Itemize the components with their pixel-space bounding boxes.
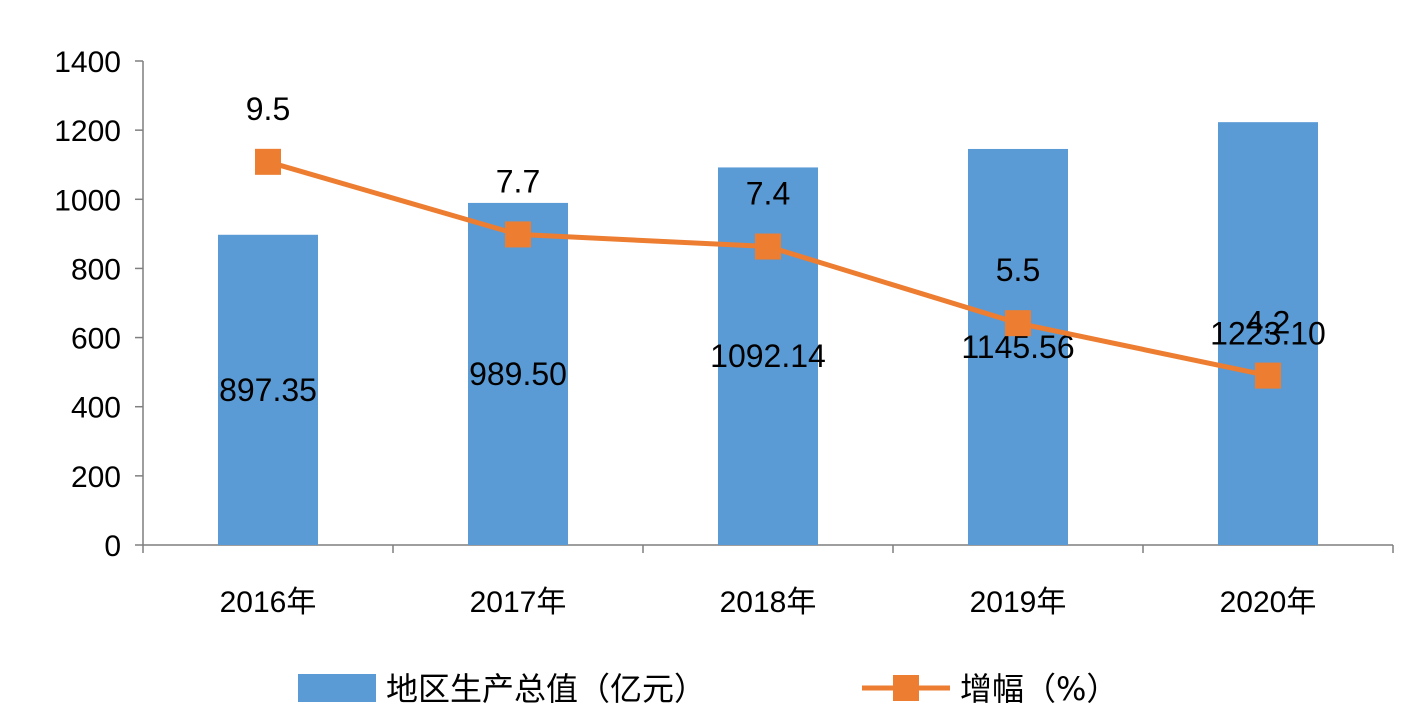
y-tick-label: 600 — [71, 323, 121, 356]
line-data-label: 5.5 — [996, 252, 1040, 288]
y-tick-label: 0 — [104, 530, 121, 563]
legend-label-line: 增幅（%） — [960, 670, 1118, 708]
line-series — [255, 148, 1281, 389]
line-marker — [1005, 310, 1031, 337]
y-tick-label: 800 — [71, 253, 121, 286]
y-tick-label: 1000 — [54, 184, 121, 217]
y-tick-label: 1400 — [54, 46, 121, 79]
line-data-label: 4.2 — [1246, 305, 1290, 341]
bar-data-label: 989.50 — [469, 356, 567, 392]
y-tick-label: 1200 — [54, 115, 121, 148]
bar-data-label: 1223.10 — [1210, 316, 1326, 352]
line-marker — [1255, 362, 1281, 389]
x-tick-label: 2020年 — [1220, 586, 1317, 619]
bar-series — [218, 122, 1318, 546]
bar-data-label: 897.35 — [219, 372, 317, 408]
bar — [218, 234, 318, 545]
x-tick-label: 2019年 — [970, 586, 1067, 619]
bar — [968, 148, 1068, 545]
x-tick-label: 2016年 — [220, 586, 317, 619]
line-marker — [755, 233, 781, 260]
bar — [718, 167, 818, 546]
y-axis: 0 200 400 600 800 1000 1200 1400 — [54, 46, 144, 563]
line-marker — [505, 221, 531, 248]
line-data-labels: 9.5 7.7 7.4 5.5 4.2 — [246, 91, 1290, 341]
line-data-label: 9.5 — [246, 91, 290, 127]
x-tick-label: 2018年 — [720, 586, 817, 619]
bar — [468, 202, 568, 545]
line-data-label: 7.4 — [746, 176, 790, 212]
bar-data-label: 1092.14 — [710, 338, 826, 374]
y-tick-label: 400 — [71, 392, 121, 425]
legend: 地区生产总值（亿元） 增幅（%） — [298, 670, 1118, 708]
line-marker — [255, 148, 281, 175]
line-data-label: 7.7 — [496, 163, 540, 199]
legend-label-bar: 地区生产总值（亿元） — [386, 670, 706, 708]
legend-swatch-marker — [893, 675, 919, 701]
bar — [1218, 122, 1318, 545]
y-tick-label: 200 — [71, 461, 121, 494]
x-axis: 2016年 2017年 2018年 2019年 2020年 — [142, 544, 1394, 619]
x-tick-label: 2017年 — [470, 586, 567, 619]
legend-swatch-bar — [298, 674, 376, 702]
